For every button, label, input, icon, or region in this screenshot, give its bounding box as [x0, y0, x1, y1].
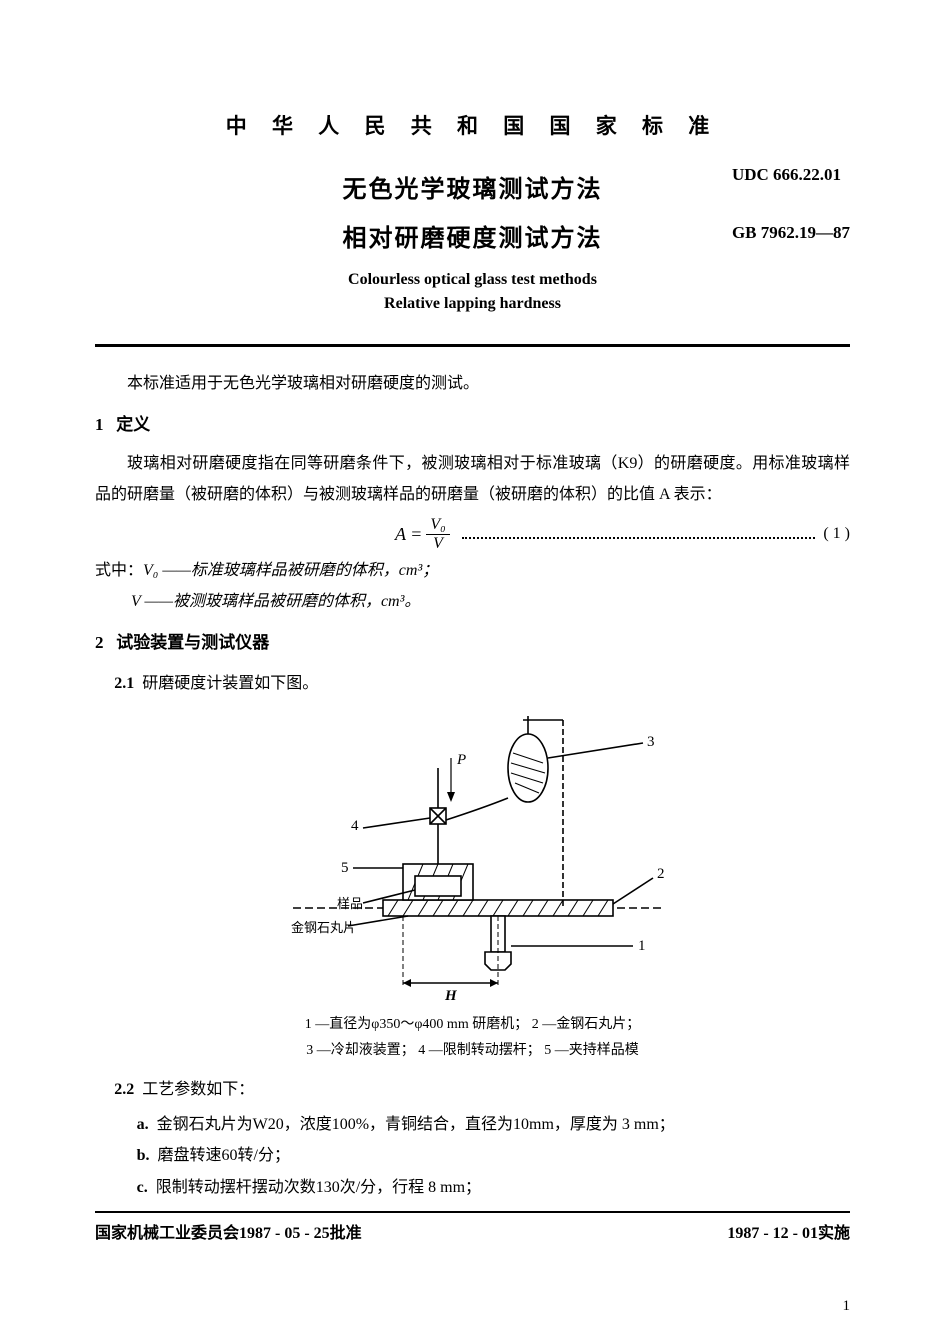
param-c-label: c.	[137, 1179, 148, 1196]
section2-title: 试验装置与测试仪器	[116, 633, 269, 652]
diagram-label-5: 5	[341, 860, 349, 876]
intro-paragraph: 本标准适用于无色光学玻璃相对研磨硬度的测试。	[95, 369, 850, 399]
formula-denominator: V	[429, 535, 447, 553]
gb-code: GB 7962.19—87	[732, 223, 850, 243]
where-intro: 式中：	[95, 562, 143, 579]
diagram-container: P 1 2 3 4 5 H 样品 金钢石丸片	[95, 708, 850, 1008]
sub21-number: 2.1	[114, 675, 134, 692]
where-lines: 式中：V₀ ——标准玻璃样品被研磨的体积，cm³； V ——被测玻璃样品被研磨的…	[95, 556, 850, 617]
diagram-label-3: 3	[647, 734, 655, 750]
param-a-label: a.	[137, 1116, 149, 1133]
footer-left: 国家机械工业委员会1987 - 05 - 25批准	[95, 1219, 362, 1243]
subsection-2-1: 2.1 研磨硬度计装置如下图。	[95, 669, 850, 699]
dotted-leader	[462, 529, 816, 539]
param-a: a. 金钢石丸片为W20，浓度100%，青铜结合，直径为10mm，厚度为 3 mm…	[95, 1109, 850, 1140]
diagram-label-1: 1	[638, 938, 646, 954]
national-standard-label: 中 华 人 民 共 和 国 国 家 标 准	[95, 110, 850, 140]
diagram-label-H: H	[444, 988, 458, 1004]
apparatus-diagram: P 1 2 3 4 5 H 样品 金钢石丸片	[233, 708, 713, 1008]
section1-number: 1	[95, 415, 104, 434]
sub22-text: 工艺参数如下：	[142, 1081, 254, 1098]
param-b-label: b.	[137, 1147, 150, 1164]
sub22-number: 2.2	[114, 1081, 134, 1098]
header-block: 中 华 人 民 共 和 国 国 家 标 准 UDC 666.22.01 GB 7…	[95, 110, 850, 316]
formula-lhs: A =	[395, 517, 422, 551]
diagram-caption: 1 —直径为φ350～φ400 mm 研磨机； 2 —金钢石丸片； 3 —冷却液…	[95, 1012, 850, 1065]
formula-numerator: V₀	[426, 516, 449, 535]
divider-top	[95, 344, 850, 347]
parameter-list: a. 金钢石丸片为W20，浓度100%，青铜结合，直径为10mm，厚度为 3 mm…	[95, 1109, 850, 1203]
formula: A = V₀ V	[395, 516, 454, 552]
footer-row: 国家机械工业委员会1987 - 05 - 25批准 1987 - 12 - 01…	[95, 1219, 850, 1243]
caption-line2: 3 —冷却液装置； 4 —限制转动摆杆； 5 —夹持样品模	[95, 1038, 850, 1065]
section1-title: 定义	[116, 415, 150, 434]
section1-heading: 1 定义	[95, 409, 850, 441]
section1-paragraph: 玻璃相对研磨硬度指在同等研磨条件下，被测玻璃相对于标准玻璃（K9）的研磨硬度。用…	[95, 449, 850, 510]
diagram-label-sample: 样品	[337, 896, 363, 911]
equation-number: ( 1 )	[823, 519, 850, 549]
section2-heading: 2 试验装置与测试仪器	[95, 627, 850, 659]
diagram-label-P: P	[456, 752, 466, 768]
caption-line1: 1 —直径为φ350～φ400 mm 研磨机； 2 —金钢石丸片；	[95, 1012, 850, 1039]
udc-code: UDC 666.22.01	[732, 165, 850, 185]
sub21-text: 研磨硬度计装置如下图。	[142, 675, 318, 692]
where-line2: V ——被测玻璃样品被研磨的体积，cm³。	[131, 593, 420, 610]
title-en-line2: Relative lapping hardness	[95, 292, 850, 316]
code-block: UDC 666.22.01 GB 7962.19—87	[732, 165, 850, 281]
formula-fraction: V₀ V	[426, 516, 449, 552]
page-number: 1	[843, 1298, 851, 1315]
formula-row: A = V₀ V ( 1 )	[95, 516, 850, 552]
diagram-label-diamond: 金钢石丸片	[291, 920, 356, 935]
subsection-2-2: 2.2 工艺参数如下：	[95, 1075, 850, 1105]
diagram-label-4: 4	[351, 818, 359, 834]
param-c: c. 限制转动摆杆摆动次数130次/分，行程 8 mm；	[95, 1172, 850, 1203]
diagram-label-2: 2	[657, 866, 665, 882]
where-line1: V₀ ——标准玻璃样品被研磨的体积，cm³；	[143, 562, 438, 579]
param-c-text: 限制转动摆杆摆动次数130次/分，行程 8 mm；	[156, 1179, 481, 1196]
param-b-text: 磨盘转速60转/分；	[158, 1147, 290, 1164]
divider-bottom	[95, 1211, 850, 1213]
param-a-text: 金钢石丸片为W20，浓度100%，青铜结合，直径为10mm，厚度为 3 mm；	[157, 1116, 675, 1133]
section2-number: 2	[95, 633, 104, 652]
param-b: b. 磨盘转速60转/分；	[95, 1140, 850, 1171]
body: 本标准适用于无色光学玻璃相对研磨硬度的测试。 1 定义 玻璃相对研磨硬度指在同等…	[95, 369, 850, 1203]
footer-right: 1987 - 12 - 01实施	[727, 1219, 850, 1243]
